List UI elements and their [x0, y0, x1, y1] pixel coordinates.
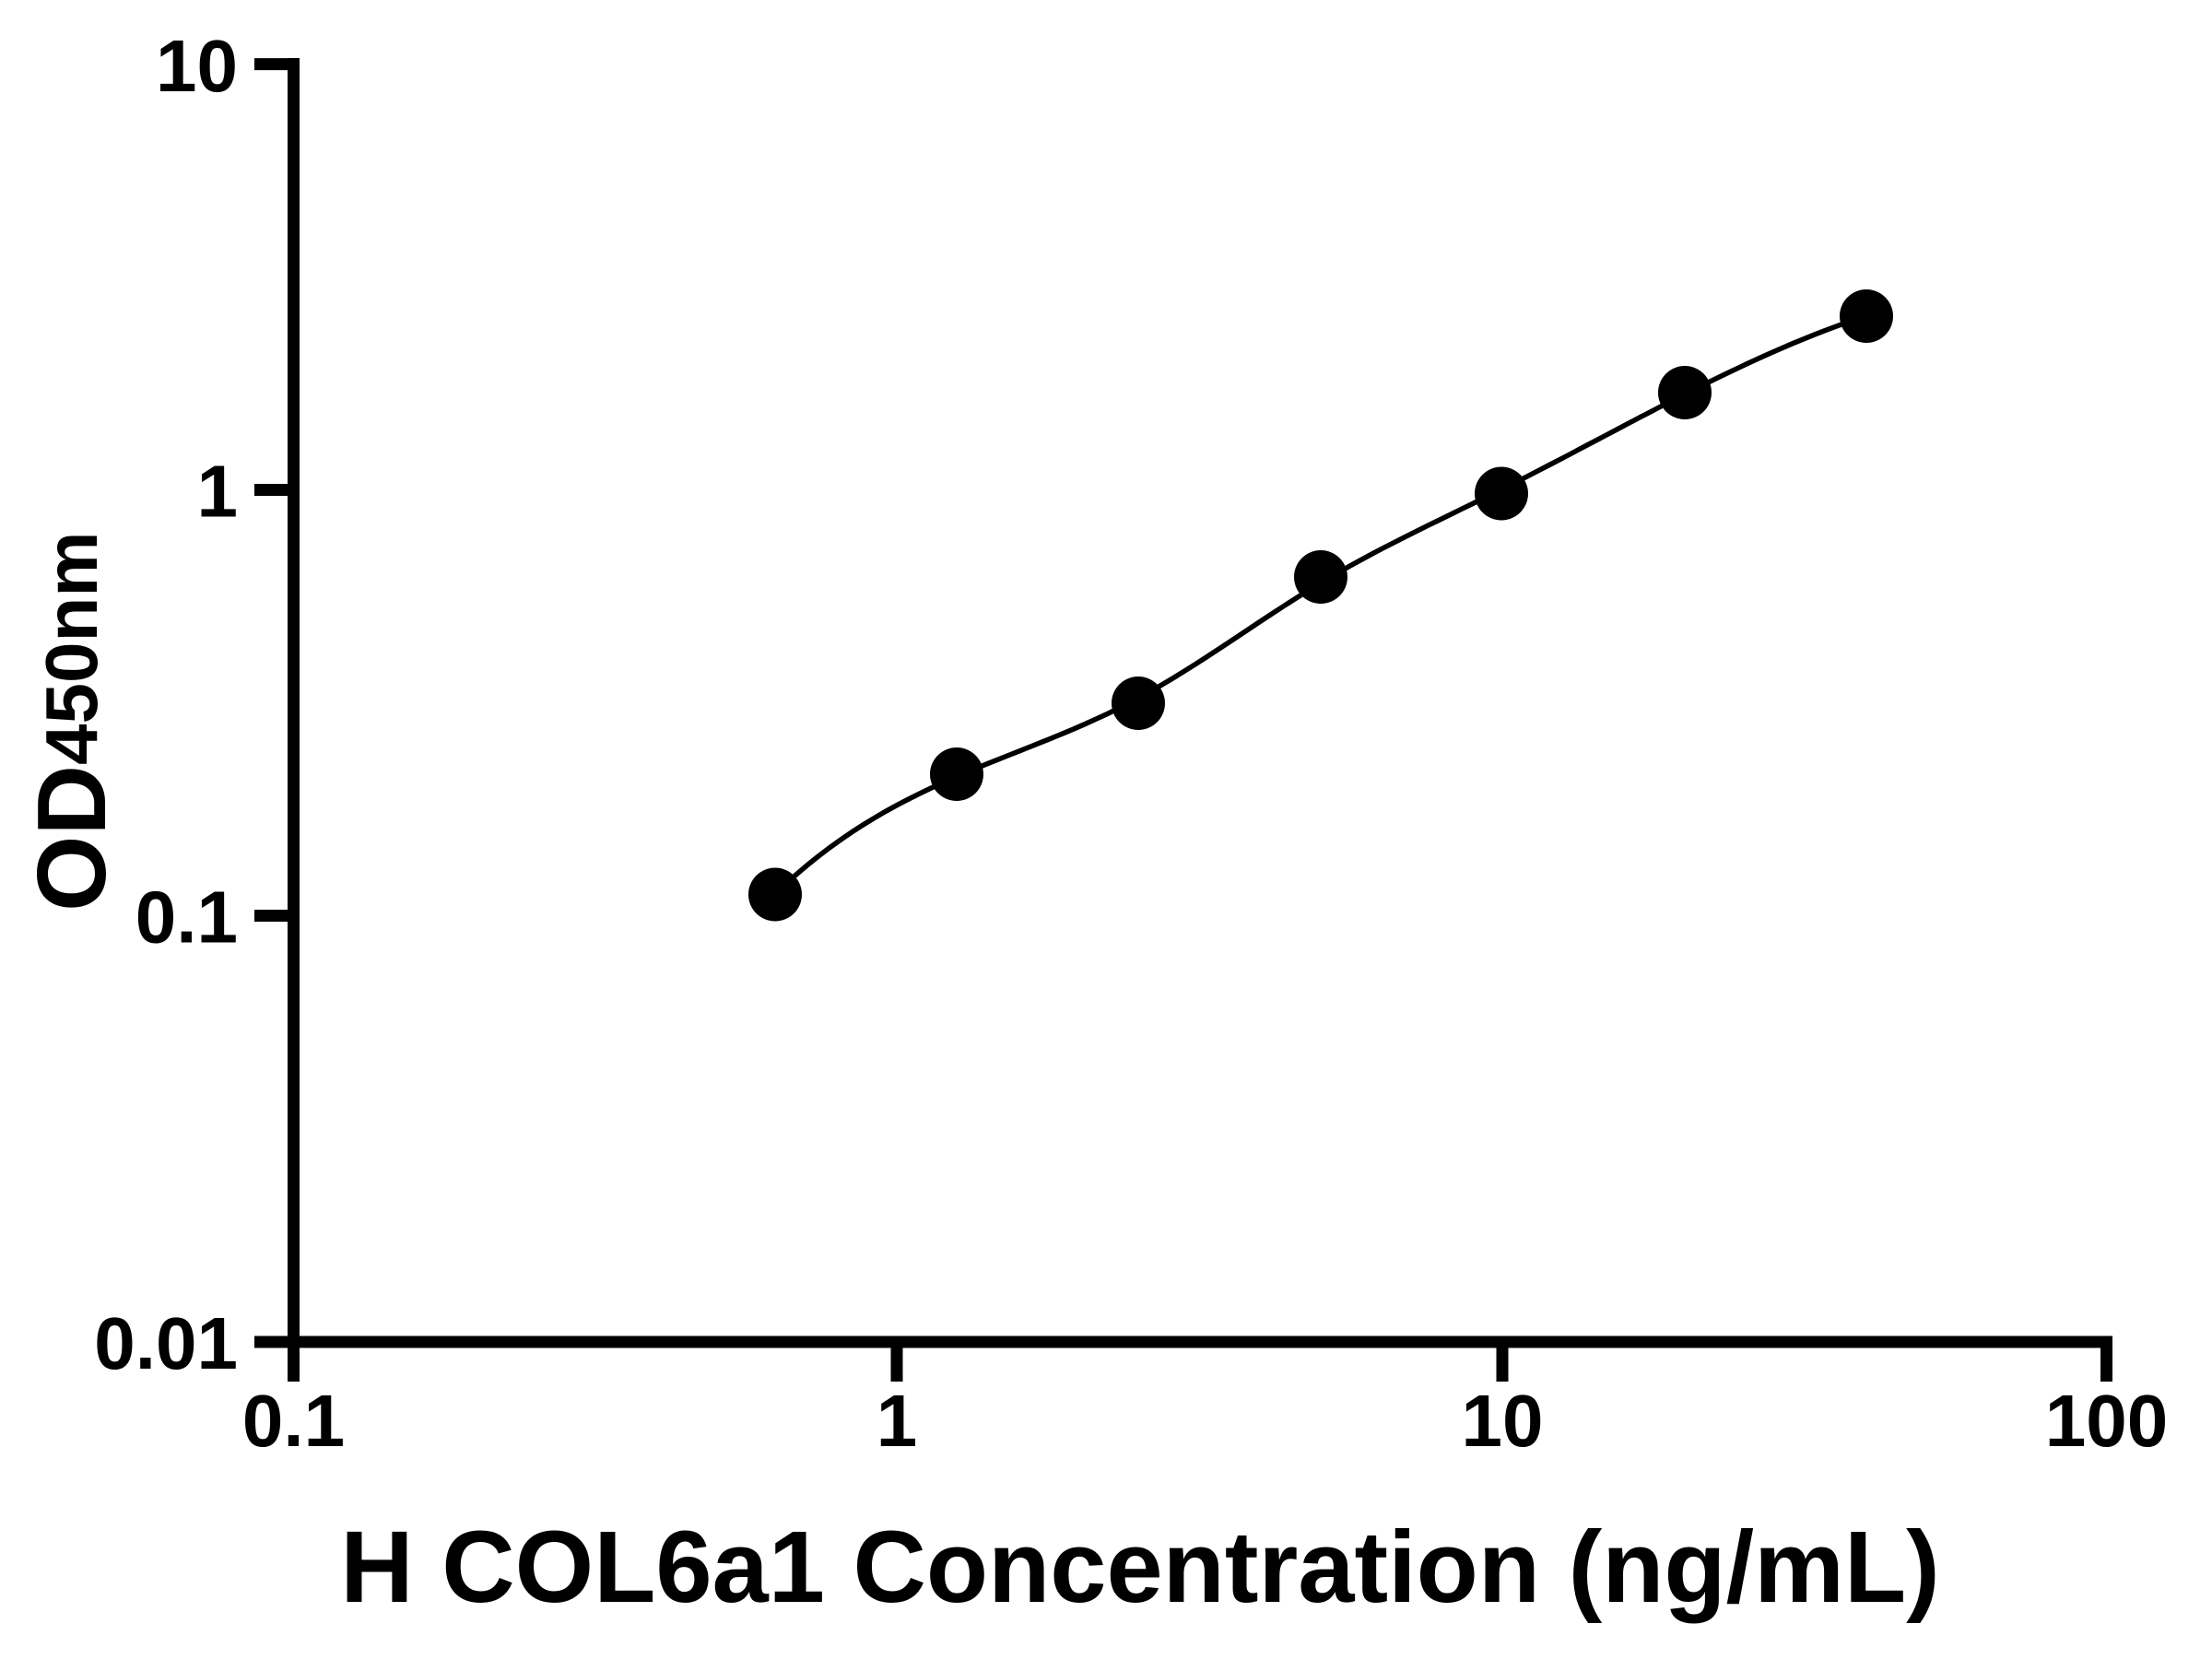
svg-text:OD450nm: OD450nm: [18, 532, 126, 912]
svg-text:0.01: 0.01: [94, 1302, 238, 1384]
svg-text:10: 10: [156, 25, 238, 107]
svg-text:0.1: 0.1: [135, 877, 238, 959]
svg-text:1: 1: [877, 1380, 918, 1462]
svg-text:100: 100: [2045, 1380, 2168, 1462]
svg-text:10: 10: [1462, 1380, 1544, 1462]
svg-text:1: 1: [197, 451, 239, 533]
svg-text:H COL6a1 Concentration (ng/mL): H COL6a1 Concentration (ng/mL): [340, 1511, 1940, 1624]
svg-text:0.1: 0.1: [242, 1380, 345, 1462]
